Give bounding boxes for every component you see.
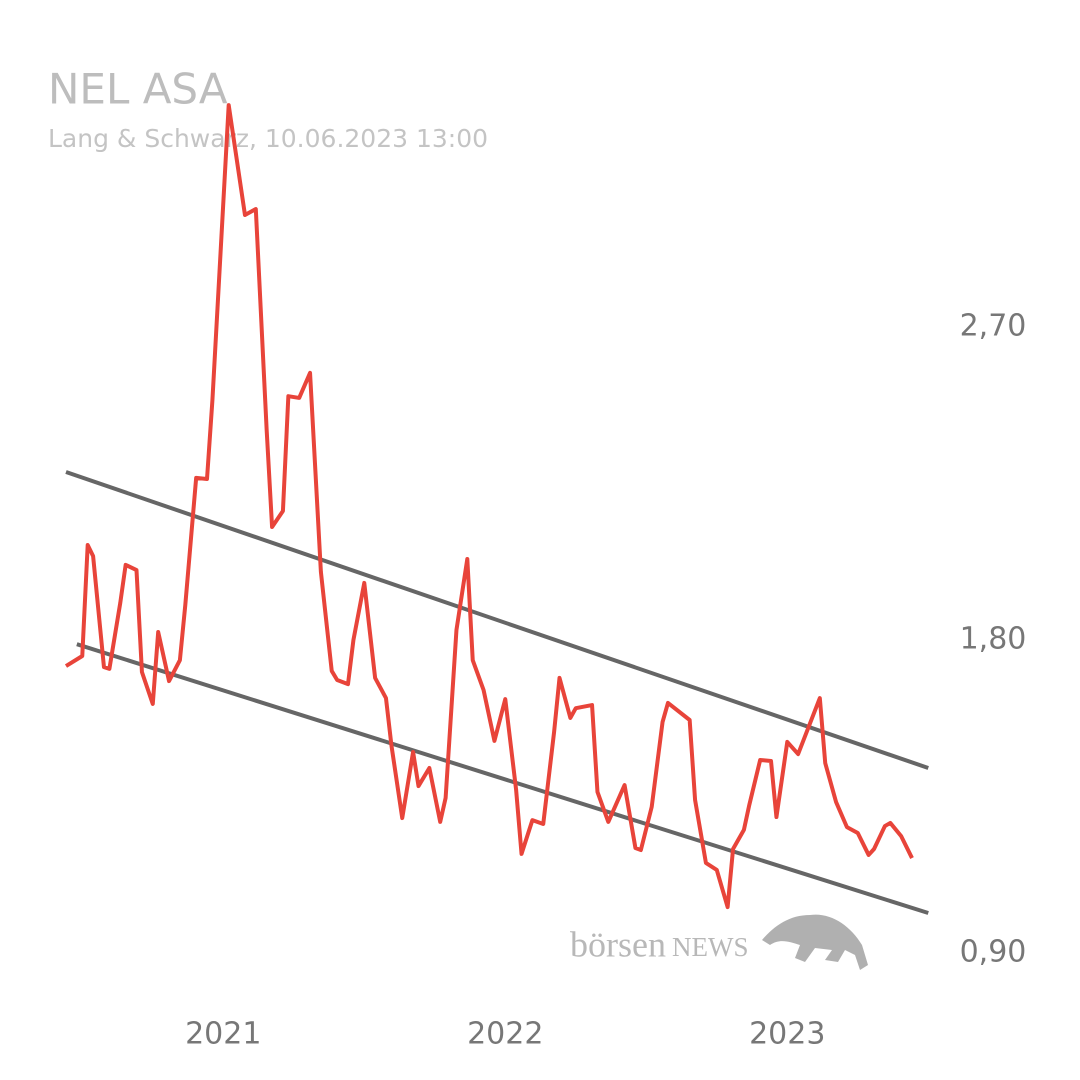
y-tick-label: 0,90 bbox=[960, 935, 1027, 970]
trend-line bbox=[76, 642, 929, 915]
y-tick-label: 1,80 bbox=[960, 621, 1027, 656]
y-tick-label: 2,70 bbox=[960, 308, 1027, 343]
trend-line bbox=[65, 470, 929, 770]
x-tick-label: 2023 bbox=[749, 1017, 825, 1052]
watermark: börsen NEWS bbox=[570, 914, 868, 970]
watermark-text: börsen bbox=[570, 924, 666, 964]
chart-title: NEL ASA bbox=[48, 65, 228, 114]
x-tick-label: 2021 bbox=[185, 1017, 261, 1052]
watermark-text: NEWS bbox=[672, 932, 749, 962]
x-tick-label: 2022 bbox=[467, 1017, 543, 1052]
price-line bbox=[64, 103, 914, 910]
chart-subtitle: Lang & Schwarz, 10.06.2023 13:00 bbox=[48, 124, 488, 153]
watermark-bull bbox=[762, 914, 868, 970]
